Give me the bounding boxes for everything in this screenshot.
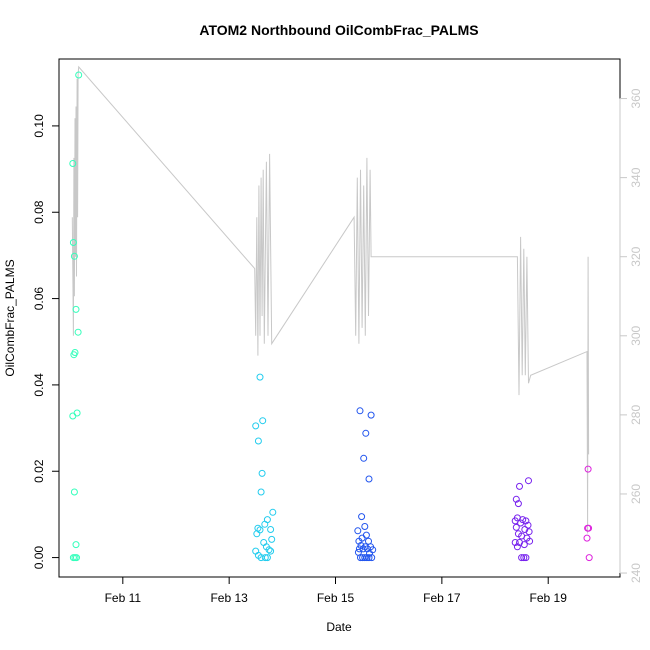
data-point [265,546,273,554]
data-point [267,547,275,555]
data-point [359,545,367,553]
data-point [263,554,271,562]
data-point [361,523,369,530]
data-point [511,539,519,546]
y2-tick-label: 320 [629,246,643,266]
data-point [584,465,592,473]
data-point [74,328,82,336]
data-point [269,508,277,516]
data-point [520,541,528,549]
data-point [361,554,369,562]
data-points-layer [69,71,593,562]
y-tick-label: 0.04 [32,373,46,397]
data-point [70,252,78,260]
data-point [268,535,276,543]
data-point [355,537,363,545]
data-point [361,543,369,551]
data-point [257,488,265,496]
x-tick-label: Feb 11 [105,591,142,605]
y-axis-right: 240 260 280 300 320 340 360 [619,88,643,583]
data-point [512,523,520,531]
data-point [252,422,260,430]
altitude-line-layer [71,65,590,534]
plot-frame [58,58,621,578]
data-point [522,554,530,562]
y-tick-label: 0.02 [32,459,46,483]
data-point [362,531,370,539]
x-tick-label: Feb 17 [423,591,461,605]
data-point [355,545,363,553]
data-point [585,524,593,532]
data-point [73,554,80,562]
x-tick-label: Feb 13 [210,591,248,605]
y-tick-label: 0.06 [32,287,46,311]
data-point [363,554,371,562]
data-point [72,305,80,313]
data-point [72,541,80,549]
data-point [258,469,266,477]
data-point [253,530,261,538]
data-point [261,554,269,562]
data-point [358,513,366,521]
data-point [254,437,262,445]
data-point [519,516,527,524]
data-point [513,543,521,551]
chart-title: ATOM2 Northbound OilCombFrac_PALMS [199,22,478,38]
data-point [365,475,373,483]
data-point [514,500,522,508]
y-axis: 0.00 0.02 0.04 0.06 0.08 0.10 [32,114,59,569]
y2-tick-label: 360 [629,88,643,108]
y2-tick-label: 240 [629,563,643,583]
data-point [522,517,530,525]
data-point [367,411,375,419]
x-axis-label: Date [326,620,352,634]
data-point [69,239,77,246]
altitude-line [71,65,590,534]
data-point [583,534,591,542]
y-axis-label: OilCombFrac_PALMS [3,259,17,376]
data-point [512,495,520,503]
y2-tick-label: 260 [629,484,643,504]
y2-tick-label: 340 [629,167,643,187]
y-tick-label: 0.08 [32,200,46,224]
data-point [69,412,77,420]
data-point [259,417,267,425]
data-point [520,554,528,562]
data-point [368,554,376,562]
data-point [69,160,77,167]
data-point [356,407,364,415]
data-point [585,554,593,562]
data-point [71,349,79,356]
data-point [525,477,532,485]
data-point [518,554,526,562]
x-tick-label: Feb 19 [530,591,568,605]
data-point [354,527,362,535]
data-point [261,520,269,528]
y2-tick-label: 300 [629,325,643,345]
data-point [267,526,275,533]
data-point [526,537,534,545]
data-point [516,482,523,490]
x-axis: Feb 11 Feb 13 Feb 15 Feb 17 Feb 19 [105,577,568,605]
y2-tick-label: 280 [629,405,643,425]
data-point [362,429,370,437]
data-point [365,554,373,562]
data-point [360,454,368,462]
data-point [521,526,529,533]
data-point [363,545,371,553]
x-tick-label: Feb 15 [317,591,355,605]
data-point [525,528,533,536]
data-point [256,373,264,381]
data-point [73,409,81,417]
y-tick-label: 0.10 [32,114,46,138]
data-point [70,488,78,496]
y-tick-label: 0.00 [32,546,46,570]
data-point [75,71,83,79]
